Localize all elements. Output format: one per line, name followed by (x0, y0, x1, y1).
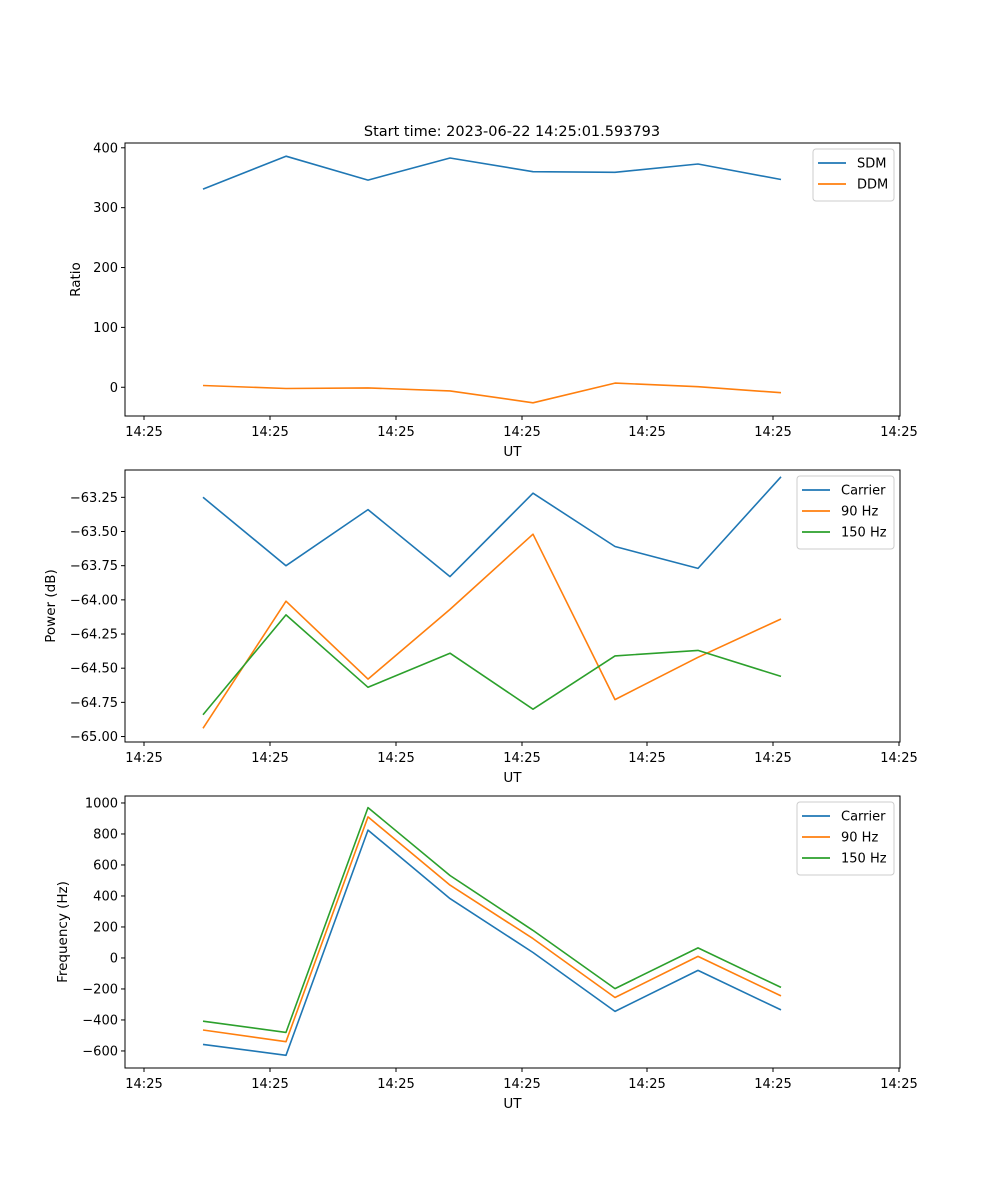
x-tick-label: 14:25 (377, 751, 414, 766)
y-tick-label: −65.00 (70, 730, 118, 745)
legend-label: SDM (857, 157, 886, 172)
figure-title: Start time: 2023-06-22 14:25:01.593793 (364, 124, 660, 140)
x-tick-label: 14:25 (754, 425, 791, 440)
series-line-90-hz (202, 816, 782, 1043)
frequency-panel: 14:25 14:25 14:25 14:25 14:25 14:25 14:25 UT −60… (55, 795, 918, 1112)
power-panel: 14:25 14:25 14:25 14:25 14:25 14:25 14:25 UT −65… (43, 469, 918, 786)
x-axis-label: UT (503, 444, 522, 460)
x-tick-label: 14:25 (251, 425, 288, 440)
ratio-panel: 14:25 14:25 14:25 14:25 14:25 14:25 14:25 UT 0 10… (68, 141, 918, 460)
y-axis-label: Frequency (Hz) (55, 881, 71, 983)
x-tick-label: 14:25 (503, 751, 540, 766)
y-tick-label: −200 (82, 982, 118, 997)
plot-frame (124, 142, 901, 417)
x-tick-label: 14:25 (880, 751, 917, 766)
y-tick-label: −400 (82, 1013, 118, 1028)
legend-label: Carrier (841, 484, 886, 499)
x-tick-label: 14:25 (125, 1077, 162, 1092)
legend-label: DDM (857, 178, 888, 193)
series-line-150-hz (202, 614, 782, 716)
y-tick-label: −64.00 (70, 593, 118, 608)
y-tick-label: 600 (93, 858, 118, 873)
x-tick-label: 14:25 (754, 1077, 791, 1092)
legend-box (796, 475, 895, 550)
plot-frame (124, 795, 901, 1069)
series-line-90-hz (202, 533, 782, 729)
y-tick-label: 0 (110, 951, 118, 966)
x-tick-label: 14:25 (880, 425, 917, 440)
y-tick-label: 1000 (85, 796, 118, 811)
x-tick-label: 14:25 (628, 425, 665, 440)
x-tick-label: 14:25 (377, 1077, 414, 1092)
legend-label: Carrier (841, 810, 886, 825)
x-tick-label: 14:25 (503, 425, 540, 440)
x-tick-label: 14:25 (251, 751, 288, 766)
plot-frame (124, 469, 901, 743)
x-axis-label: UT (503, 770, 522, 786)
y-tick-label: 0 (110, 381, 118, 396)
y-tick-label: −63.50 (70, 525, 118, 540)
legend-box (796, 801, 895, 876)
x-tick-label: 14:25 (503, 1077, 540, 1092)
x-tick-label: 14:25 (377, 425, 414, 440)
y-tick-label: −64.50 (70, 662, 118, 677)
y-axis-label: Power (dB) (43, 569, 59, 642)
x-tick-label: 14:25 (251, 1077, 288, 1092)
x-tick-label: 14:25 (754, 751, 791, 766)
x-tick-label: 14:25 (125, 425, 162, 440)
series-line-carrier (202, 829, 782, 1057)
legend-label: 90 Hz (841, 505, 878, 520)
x-tick-label: 14:25 (628, 751, 665, 766)
y-tick-label: −63.25 (70, 491, 118, 506)
legend-label: 90 Hz (841, 831, 878, 846)
y-tick-label: −600 (82, 1044, 118, 1059)
series-line-150-hz (202, 806, 782, 1034)
y-tick-label: −64.75 (70, 696, 118, 711)
y-tick-label: 300 (93, 201, 118, 216)
y-tick-label: 200 (93, 920, 118, 935)
legend: SDM DDM (812, 148, 895, 202)
legend: Carrier 90 Hz 150 Hz (796, 801, 895, 876)
x-axis-label: UT (503, 1096, 522, 1112)
series-line-ddm (202, 382, 782, 404)
x-tick-label: 14:25 (628, 1077, 665, 1092)
legend-label: 150 Hz (841, 852, 887, 867)
y-tick-label: 100 (93, 321, 118, 336)
y-tick-label: 400 (93, 141, 118, 156)
y-tick-label: 200 (93, 261, 118, 276)
y-tick-label: 800 (93, 827, 118, 842)
legend-box (812, 148, 895, 202)
y-tick-label: 400 (93, 889, 118, 904)
y-tick-label: −63.75 (70, 559, 118, 574)
x-tick-label: 14:25 (880, 1077, 917, 1092)
y-tick-label: −64.25 (70, 628, 118, 643)
series-line-sdm (202, 155, 782, 190)
x-tick-label: 14:25 (125, 751, 162, 766)
series-line-carrier (202, 476, 782, 578)
legend: Carrier 90 Hz 150 Hz (796, 475, 895, 550)
y-axis-label: Ratio (68, 262, 84, 297)
legend-label: 150 Hz (841, 526, 887, 541)
